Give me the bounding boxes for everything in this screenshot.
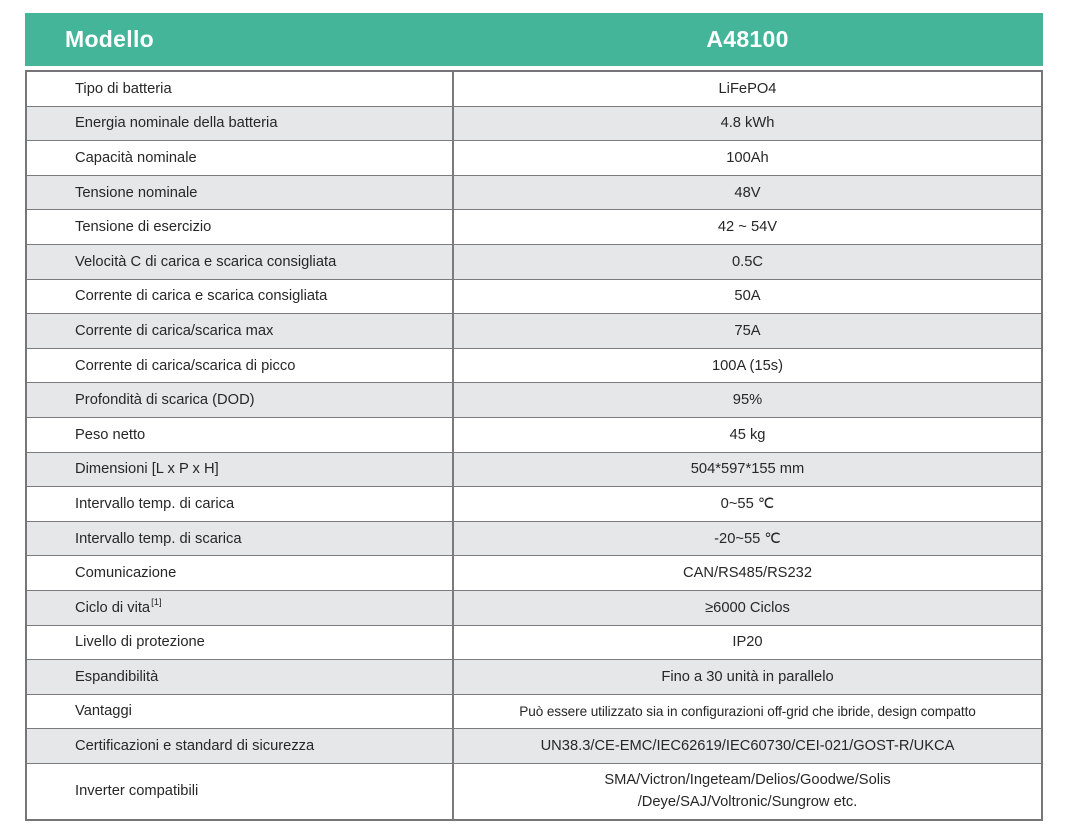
spec-label-text: Tensione nominale xyxy=(75,184,198,201)
spec-row: Capacità nominale 100Ah xyxy=(27,141,1041,176)
spec-value: Può essere utilizzato sia in configurazi… xyxy=(519,703,976,719)
spec-label: Peso netto xyxy=(27,417,454,452)
spec-value: Fino a 30 unità in parallelo xyxy=(661,668,834,685)
spec-value: 0~55 ℃ xyxy=(720,496,775,513)
spec-label-text: Corrente di carica/scarica di picco xyxy=(75,357,296,374)
spec-label: Profondità di scarica (DOD) xyxy=(27,383,454,417)
spec-label-text: Livello di protezione xyxy=(75,634,205,651)
spec-row: Ciclo di vita [1] ≥6000 Ciclos xyxy=(27,590,1041,626)
spec-label-text: Velocità C di carica e scarica consiglia… xyxy=(75,253,337,270)
spec-row: Velocità C di carica e scarica consiglia… xyxy=(27,244,1041,280)
spec-label: Tensione di esercizio xyxy=(27,210,454,244)
spec-label: Intervallo temp. di carica xyxy=(27,487,454,521)
spec-value: -20~55 ℃ xyxy=(714,531,781,548)
spec-value: 45 kg xyxy=(729,426,766,443)
spec-label-text: Capacità nominale xyxy=(75,149,197,166)
spec-value: 42 ~ 54V xyxy=(717,219,778,236)
spec-label-text: Espandibilità xyxy=(75,668,159,685)
header-model-value: A48100 xyxy=(706,26,789,52)
spec-value-line: /Deye/SAJ/Voltronic/Sungrow etc. xyxy=(637,794,858,811)
spec-value: 75A xyxy=(734,322,761,339)
spec-label-text: Ciclo di vita xyxy=(75,599,151,616)
spec-label-text: Profondità di scarica (DOD) xyxy=(75,392,255,409)
spec-label-text: Vantaggi xyxy=(75,703,132,720)
spec-label: Energia nominale della batteria xyxy=(27,106,454,141)
spec-label-text: Corrente di carica/scarica max xyxy=(75,322,274,339)
spec-label: Ciclo di vita [1] xyxy=(27,590,454,625)
spec-label-text: Dimensioni [L x P x H] xyxy=(75,461,219,478)
spec-value-line: SMA/Victron/Ingeteam/Delios/Goodwe/Solis xyxy=(604,772,891,789)
spec-label: Velocità C di carica e scarica consiglia… xyxy=(27,244,454,279)
spec-label-text: Intervallo temp. di carica xyxy=(75,495,235,512)
spec-value: 50A xyxy=(734,288,761,305)
spec-row: Intervallo temp. di scarica -20~55 ℃ xyxy=(27,521,1041,557)
spec-row: Certificazioni e standard di sicurezza U… xyxy=(27,729,1041,764)
spec-label: Corrente di carica/scarica di picco xyxy=(27,348,454,383)
spec-row: Peso netto 45 kg xyxy=(27,417,1041,453)
spec-label: Tensione nominale xyxy=(27,175,454,210)
spec-label: Dimensioni [L x P x H] xyxy=(27,452,454,487)
spec-value: 0.5C xyxy=(731,253,764,270)
spec-row: Corrente di carica/scarica di picco 100A… xyxy=(27,348,1041,384)
spec-label: Certificazioni e standard di sicurezza xyxy=(27,729,454,763)
spec-label-text: Inverter compatibili xyxy=(75,783,199,800)
spec-row: Comunicazione CAN/RS485/RS232 xyxy=(27,556,1041,591)
spec-value: 95% xyxy=(732,392,763,409)
spec-label-text: Tipo di batteria xyxy=(75,80,172,97)
spec-label: Corrente di carica e scarica consigliata xyxy=(27,279,454,314)
spec-row: Dimensioni [L x P x H] 504*597*155 mm xyxy=(27,452,1041,488)
spec-label-text: Comunicazione xyxy=(75,565,177,582)
spec-value: SMA/Victron/Ingeteam/Delios/Goodwe/Solis… xyxy=(454,764,1041,819)
spec-value: 100A (15s) xyxy=(711,357,784,374)
spec-label: Capacità nominale xyxy=(27,141,454,175)
spec-label: Vantaggi xyxy=(27,694,454,729)
spec-label: Comunicazione xyxy=(27,556,454,590)
spec-value: ≥6000 Ciclos xyxy=(705,599,790,616)
spec-row: Corrente di carica/scarica max 75A xyxy=(27,314,1041,349)
spec-value: 504*597*155 mm xyxy=(690,461,805,478)
spec-row: Intervallo temp. di carica 0~55 ℃ xyxy=(27,487,1041,522)
spec-value: 48V xyxy=(734,184,761,201)
spec-value: 100Ah xyxy=(726,149,769,166)
spec-label: Intervallo temp. di scarica xyxy=(27,521,454,556)
spec-label: Tipo di batteria xyxy=(27,72,454,106)
spec-value: UN38.3/CE-EMC/IEC62619/IEC60730/CEI-021/… xyxy=(540,738,955,755)
spec-table-header: Modello A48100 xyxy=(25,13,1043,66)
spec-value: IP20 xyxy=(732,634,763,651)
spec-label-text: Energia nominale della batteria xyxy=(75,115,278,132)
spec-label-text: Corrente di carica e scarica consigliata xyxy=(75,288,328,305)
spec-row: Energia nominale della batteria 4.8 kWh xyxy=(27,106,1041,142)
spec-label-text: Certificazioni e standard di sicurezza xyxy=(75,738,315,755)
spec-row: Profondità di scarica (DOD) 95% xyxy=(27,383,1041,418)
spec-row: Vantaggi Può essere utilizzato sia in co… xyxy=(27,694,1041,730)
spec-value: 4.8 kWh xyxy=(720,115,775,132)
spec-row: Corrente di carica e scarica consigliata… xyxy=(27,279,1041,315)
spec-label-text: Peso netto xyxy=(75,426,146,443)
spec-label: Espandibilità xyxy=(27,660,454,694)
spec-row: Tensione nominale 48V xyxy=(27,175,1041,211)
spec-value: CAN/RS485/RS232 xyxy=(683,565,812,582)
spec-row: Espandibilità Fino a 30 unità in paralle… xyxy=(27,660,1041,695)
spec-label: Livello di protezione xyxy=(27,625,454,660)
spec-table-body: Tipo di batteria LiFePO4 Energia nominal… xyxy=(25,70,1043,821)
spec-label-text: Intervallo temp. di scarica xyxy=(75,530,242,547)
spec-label: Corrente di carica/scarica max xyxy=(27,314,454,348)
spec-row: Tipo di batteria LiFePO4 xyxy=(27,72,1041,107)
spec-row: Livello di protezione IP20 xyxy=(27,625,1041,661)
header-model-label: Modello xyxy=(65,26,154,52)
spec-row: Inverter compatibili SMA/Victron/Ingetea… xyxy=(27,763,1041,819)
spec-row: Tensione di esercizio 42 ~ 54V xyxy=(27,210,1041,245)
spec-value: LiFePO4 xyxy=(718,80,777,97)
spec-label: Inverter compatibili xyxy=(27,763,454,819)
spec-label-text: Tensione di esercizio xyxy=(75,219,212,236)
spec-label-footnote: [1] xyxy=(151,597,162,609)
